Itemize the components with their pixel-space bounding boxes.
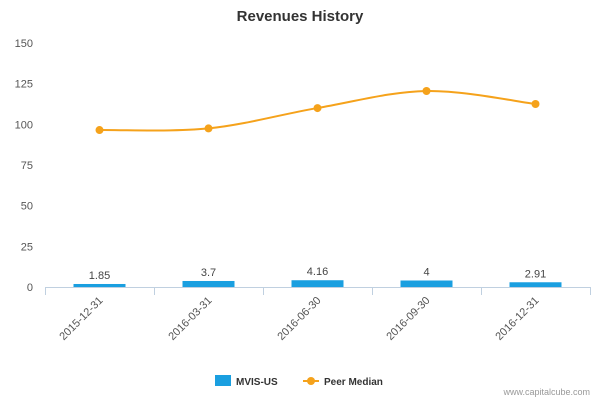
y-tick-label: 125 [15,79,33,91]
peer-median-point [95,126,104,135]
peer-median-point [313,104,322,113]
chart-title: Revenues History [237,8,364,25]
peer-median-point [204,124,213,133]
x-axis: 2015-12-31 2016-03-31 2016-06-30 2016-09-30… [45,287,591,343]
bar-mvis [73,283,126,287]
legend: MVIS-US Peer Median [215,375,383,388]
y-axis: 0 25 50 75 100 125 150 [15,38,33,294]
y-tick-label: 0 [27,282,33,294]
y-tick-label: 100 [15,119,33,131]
bar-mvis [291,280,344,287]
bar-mvis [509,282,562,287]
legend-label-mvis: MVIS-US [236,377,278,388]
legend-marker-peer [307,377,315,385]
bar-mvis [400,280,453,287]
bar-data-label: 2.91 [525,268,546,280]
bar-data-label: 1.85 [89,270,110,282]
bar-series [73,280,562,287]
y-tick-label: 75 [21,160,33,172]
x-tick-label: 2016-03-31 [166,295,214,343]
x-tick-label: 2016-06-30 [275,295,323,343]
x-tick-label: 2016-09-30 [384,295,432,343]
legend-swatch-mvis [215,375,231,386]
y-tick-label: 150 [15,38,33,50]
bar-data-labels: 1.85 3.7 4.16 4 2.91 [89,266,546,282]
line-series [95,86,540,135]
x-tick-label: 2015-12-31 [57,295,105,343]
x-tick-label: 2016-12-31 [493,295,541,343]
y-tick-label: 50 [21,201,33,213]
credit-text: www.capitalcube.com [502,387,590,397]
peer-median-point [422,86,431,95]
legend-label-peer: Peer Median [324,377,383,388]
bar-data-label: 4 [423,266,429,278]
bar-data-label: 3.7 [201,267,216,279]
y-tick-label: 25 [21,241,33,253]
bar-data-label: 4.16 [307,266,328,278]
peer-median-point [531,100,540,108]
bar-mvis [182,280,235,287]
